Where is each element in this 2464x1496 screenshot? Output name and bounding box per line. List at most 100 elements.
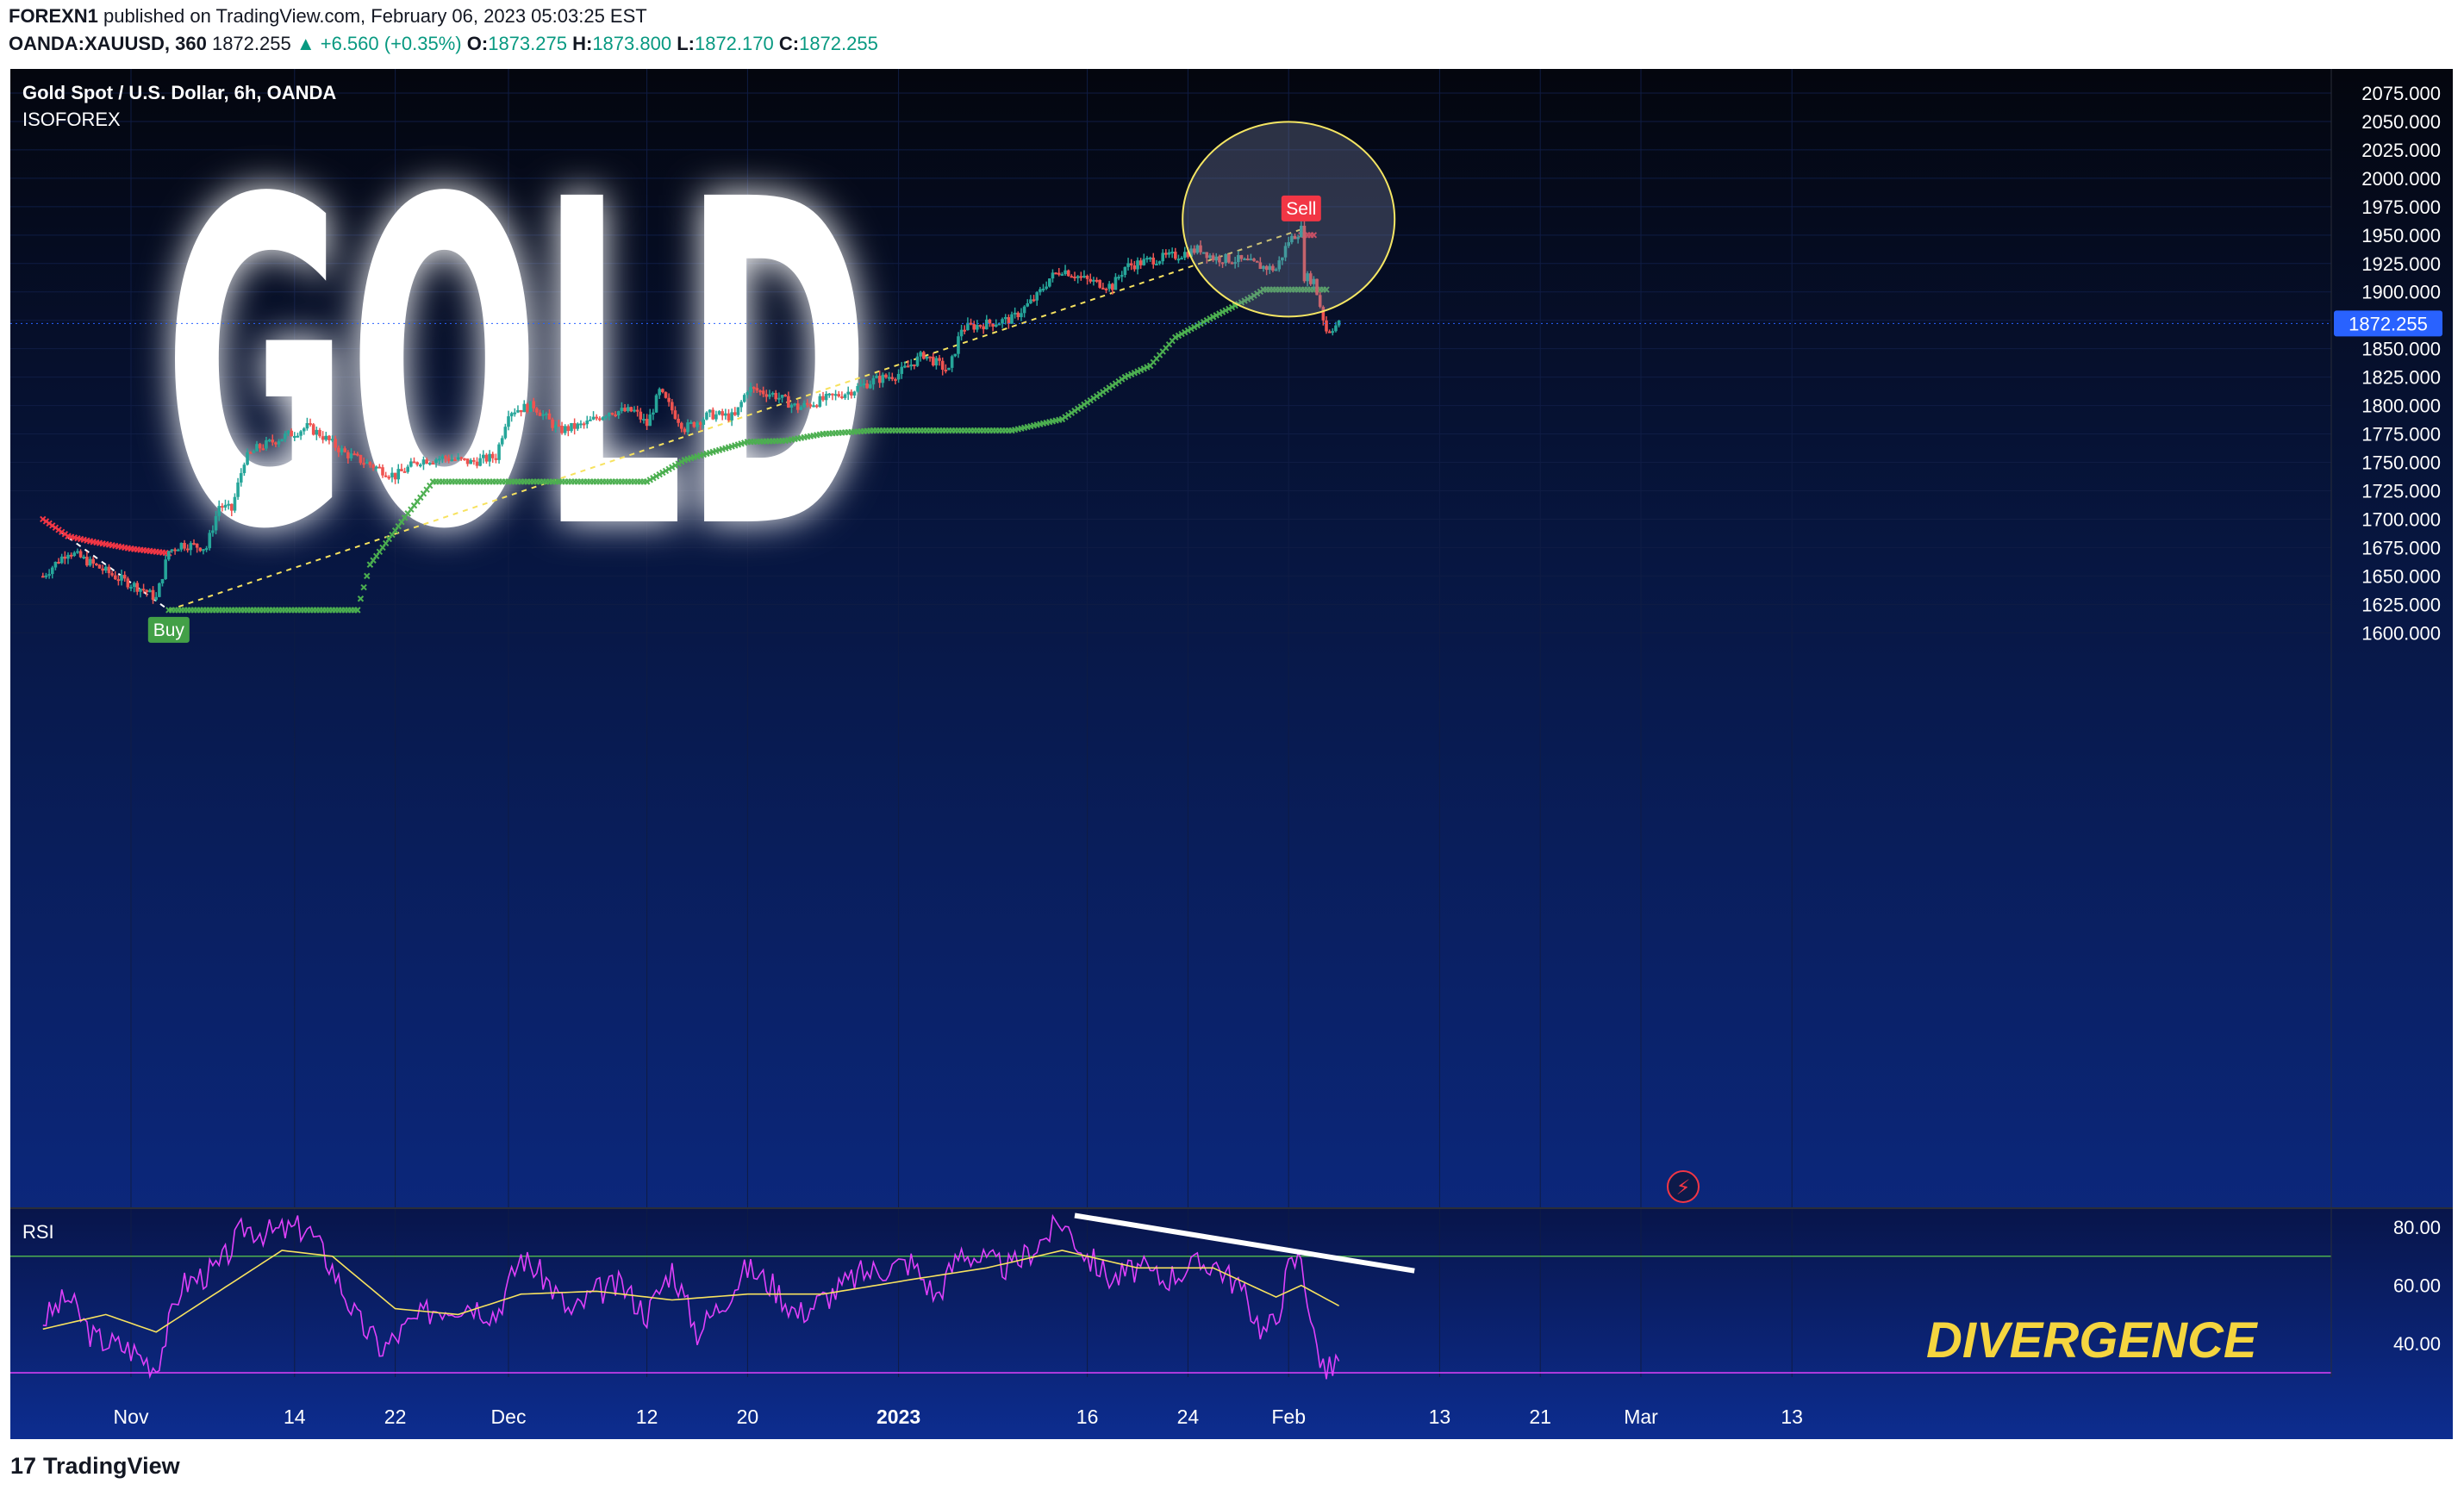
candle-body <box>1060 274 1064 277</box>
last-price: 1872.255 <box>211 33 291 54</box>
gold-title-art: GOLD <box>164 105 870 627</box>
candle-body <box>381 467 384 476</box>
candle-body <box>1051 272 1055 279</box>
candle-body <box>427 463 432 465</box>
candle-body <box>296 435 300 438</box>
candle-body <box>679 422 683 429</box>
candle-body <box>557 424 561 427</box>
rsi-label[interactable]: RSI <box>22 1221 54 1243</box>
time-axis[interactable]: Nov 14 22 Dec 12 20 2023 16 24 Feb 13 21 Mar 13 <box>114 1406 1803 1428</box>
candle-body <box>1076 276 1080 278</box>
candle-body <box>667 397 671 402</box>
candle-body <box>390 472 394 477</box>
long-stop-marker <box>1226 305 1232 313</box>
candle-body <box>116 579 121 582</box>
short-stop-marker <box>1310 232 1318 239</box>
time-tick-label: 13 <box>1429 1406 1451 1428</box>
candle-body <box>1148 257 1152 259</box>
candle-body <box>1164 252 1168 255</box>
candle-body <box>629 407 633 412</box>
candle-body <box>384 475 388 477</box>
candle-body <box>340 448 344 452</box>
rsi-tick-label: 60.00 <box>2393 1275 2441 1297</box>
candle-body <box>745 392 750 396</box>
candle-body <box>789 404 794 408</box>
candle-body <box>129 586 133 589</box>
candle-body <box>402 471 407 473</box>
indicator-label[interactable]: ISOFOREX <box>22 109 121 130</box>
lightning-icon-ring[interactable] <box>1667 1170 1700 1203</box>
candle-body <box>652 412 655 415</box>
alert-button[interactable]: ⚡ <box>1667 1170 1700 1203</box>
candle-body <box>1079 276 1083 278</box>
candle-body <box>167 551 171 560</box>
candle-body <box>604 416 608 419</box>
candle-body <box>840 396 844 399</box>
candle-body <box>110 573 114 576</box>
candle-body <box>639 411 643 420</box>
signals: Buy Sell <box>147 195 1321 643</box>
candle-body <box>1281 257 1284 261</box>
candle-body <box>192 543 196 545</box>
candle-body <box>739 402 743 408</box>
candle-body <box>1296 237 1300 240</box>
candle-body <box>787 396 790 408</box>
candle-body <box>305 423 309 429</box>
candle-body <box>265 439 268 449</box>
candle-body <box>82 557 86 559</box>
rsi-axis[interactable]: 80.00 60.00 40.00 <box>2393 1217 2441 1355</box>
candle-body <box>1331 331 1335 333</box>
candle-body <box>1142 259 1146 265</box>
time-tick-label: 14 <box>284 1406 306 1428</box>
time-tick-label: Mar <box>1624 1406 1658 1428</box>
publisher-name[interactable]: FOREXN1 <box>9 5 98 27</box>
candle-body <box>856 385 859 392</box>
candle-body <box>280 439 284 442</box>
price-tick-label: 1975.000 <box>2361 196 2441 218</box>
candle-body <box>846 391 850 395</box>
candle-body <box>877 376 882 383</box>
open-value: 1873.275 <box>488 33 567 54</box>
candle-body <box>566 426 571 432</box>
symbol-label: OANDA:XAUUSD, 360 <box>9 33 207 54</box>
candle-body <box>614 415 617 417</box>
tradingview-logo-icon[interactable]: 17 <box>10 1453 37 1479</box>
candle-body <box>953 353 958 357</box>
candle-body <box>1120 274 1124 277</box>
price-tick-label: 1825.000 <box>2361 367 2441 389</box>
candle-body <box>752 387 756 390</box>
candle-body <box>1035 292 1039 301</box>
candle-body <box>764 394 769 397</box>
candle-body <box>85 557 89 566</box>
candle-body <box>1026 302 1030 307</box>
candle-body <box>944 370 948 372</box>
time-tick-label: Dec <box>491 1406 527 1428</box>
candle-body <box>72 552 77 557</box>
candle-body <box>419 464 422 467</box>
long-stop-marker <box>1222 307 1229 314</box>
long-stop-marker <box>669 464 676 471</box>
candle-body <box>551 419 554 428</box>
candle-body <box>1327 331 1332 333</box>
candle-body <box>1195 245 1200 253</box>
time-tick-label: Feb <box>1271 1406 1306 1428</box>
candle-body <box>1230 262 1234 265</box>
candle-body <box>947 367 951 371</box>
candle-body <box>463 458 466 460</box>
candle-body <box>862 383 866 386</box>
candle-body <box>824 394 828 401</box>
candle-body <box>576 423 580 429</box>
price-tick-label: 1850.000 <box>2361 339 2441 360</box>
price-axis[interactable]: 2075.000 2050.000 2025.000 2000.000 1975.000… <box>2361 83 2441 644</box>
candle-body <box>252 451 256 453</box>
candle-body <box>400 469 403 471</box>
candle-body <box>337 447 340 452</box>
candle-body <box>538 412 542 416</box>
long-stop-marker <box>357 595 365 602</box>
tradingview-wordmark[interactable]: TradingView <box>43 1453 180 1479</box>
candle-body <box>1039 289 1042 293</box>
candle-body <box>582 423 586 426</box>
candle-body <box>271 439 275 443</box>
candle-body <box>258 444 262 449</box>
